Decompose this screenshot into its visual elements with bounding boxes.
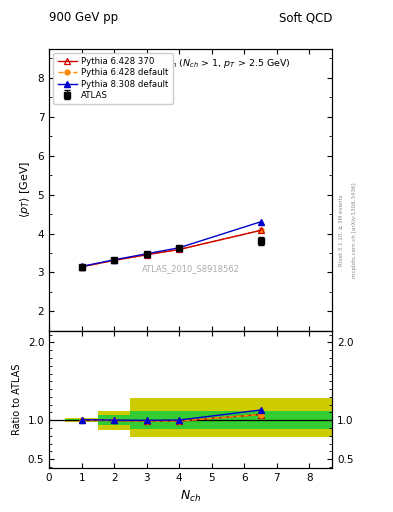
Line: Pythia 6.428 default: Pythia 6.428 default [79, 228, 263, 269]
Pythia 8.308 default [258, 219, 263, 225]
Pythia 6.428 370 [258, 227, 263, 233]
Text: ATLAS_2010_S8918562: ATLAS_2010_S8918562 [141, 264, 240, 273]
Pythia 8.308 default [177, 245, 182, 251]
Pythia 6.428 default [177, 246, 182, 252]
Line: Pythia 8.308 default: Pythia 8.308 default [78, 219, 264, 270]
Y-axis label: $\langle p_T \rangle$ [GeV]: $\langle p_T \rangle$ [GeV] [18, 161, 32, 218]
Legend: Pythia 6.428 370, Pythia 6.428 default, Pythia 8.308 default, ATLAS: Pythia 6.428 370, Pythia 6.428 default, … [53, 53, 173, 104]
Line: Pythia 6.428 370: Pythia 6.428 370 [78, 227, 264, 270]
Text: mcplots.cern.ch [arXiv:1306.3436]: mcplots.cern.ch [arXiv:1306.3436] [352, 183, 357, 278]
Pythia 8.308 default [144, 251, 149, 257]
Text: Average $p_T$ vs $N_{ch}$ ($N_{ch}$ > 1, $p_T$ > 2.5 GeV): Average $p_T$ vs $N_{ch}$ ($N_{ch}$ > 1,… [91, 57, 290, 70]
Y-axis label: Ratio to ATLAS: Ratio to ATLAS [12, 364, 22, 435]
Pythia 8.308 default [112, 257, 117, 263]
Pythia 6.428 default [258, 227, 263, 233]
X-axis label: $N_{ch}$: $N_{ch}$ [180, 489, 201, 504]
Text: Rivet 3.1.10, ≥ 3M events: Rivet 3.1.10, ≥ 3M events [339, 195, 344, 266]
Pythia 8.308 default [79, 263, 84, 269]
Pythia 6.428 default [112, 258, 117, 264]
Pythia 6.428 default [144, 252, 149, 258]
Pythia 6.428 default [79, 264, 84, 270]
Text: Soft QCD: Soft QCD [279, 11, 332, 24]
Pythia 6.428 370 [112, 258, 117, 264]
Text: 900 GeV pp: 900 GeV pp [49, 11, 118, 24]
Pythia 6.428 370 [144, 252, 149, 258]
Pythia 6.428 370 [177, 246, 182, 252]
Pythia 6.428 370 [79, 264, 84, 270]
